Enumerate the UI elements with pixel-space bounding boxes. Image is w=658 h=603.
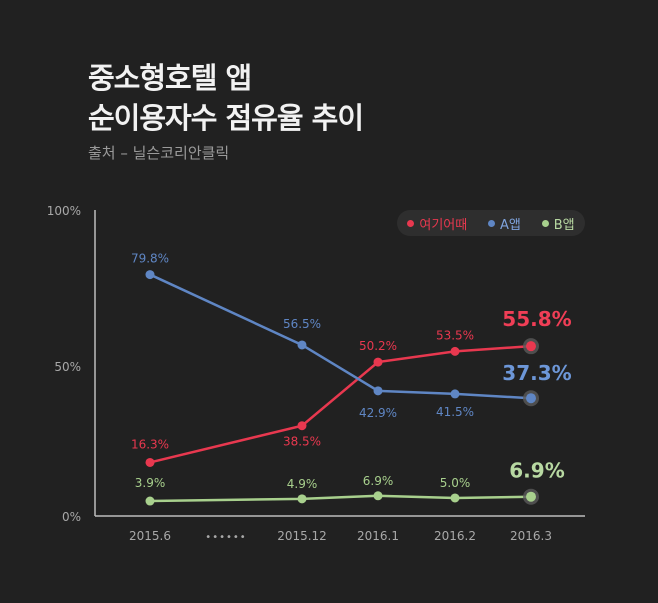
legend-label-2: B앱 [554,214,575,233]
legend: 여기어때 A앱 B앱 [397,210,585,236]
data-label: 37.3% [502,361,571,385]
data-point [146,270,155,279]
data-label: 41.5% [436,405,474,419]
data-label: 42.9% [359,406,397,420]
data-label: 38.5% [283,435,321,449]
legend-dot-icon [488,220,495,227]
data-point [526,492,536,502]
data-label: 53.5% [436,328,474,342]
x-gap-marker: •••••• [205,532,246,543]
data-point [374,358,383,367]
data-label: 50.2% [359,339,397,353]
data-point [374,386,383,395]
data-point [374,491,383,500]
x-tick-label: 2015.12 [277,529,327,543]
data-label: 79.8% [131,252,169,266]
data-point [298,494,307,503]
legend-item-1: A앱 [488,214,521,233]
data-point [451,347,460,356]
data-point [451,493,460,502]
data-point [451,389,460,398]
legend-dot-icon [407,220,414,227]
data-point [526,341,536,351]
data-label: 6.9% [363,474,394,488]
legend-label-0: 여기어때 [419,214,467,233]
y-tick-100: 100% [47,204,81,218]
legend-dot-icon [542,220,549,227]
data-label: 55.8% [502,307,571,331]
data-point [146,497,155,506]
data-point [298,421,307,430]
data-label: 6.9% [509,459,564,483]
data-point [146,458,155,467]
legend-item-2: B앱 [542,214,575,233]
y-tick-0: 0% [62,510,81,524]
x-tick-label: 2016.1 [357,529,399,543]
legend-item-0: 여기어때 [407,214,467,233]
data-label: 4.9% [287,477,318,491]
data-point [298,340,307,349]
legend-label-1: A앱 [500,214,521,233]
data-point [526,393,536,403]
x-tick-label: 2016.3 [510,529,552,543]
data-label: 56.5% [283,317,321,331]
data-label: 5.0% [440,476,471,490]
data-label: 3.9% [135,476,166,490]
y-tick-50: 50% [54,360,81,374]
x-tick-label: 2015.6 [129,529,171,543]
x-tick-label: 2016.2 [434,529,476,543]
series-line-2 [150,496,531,501]
data-label: 16.3% [131,437,169,451]
